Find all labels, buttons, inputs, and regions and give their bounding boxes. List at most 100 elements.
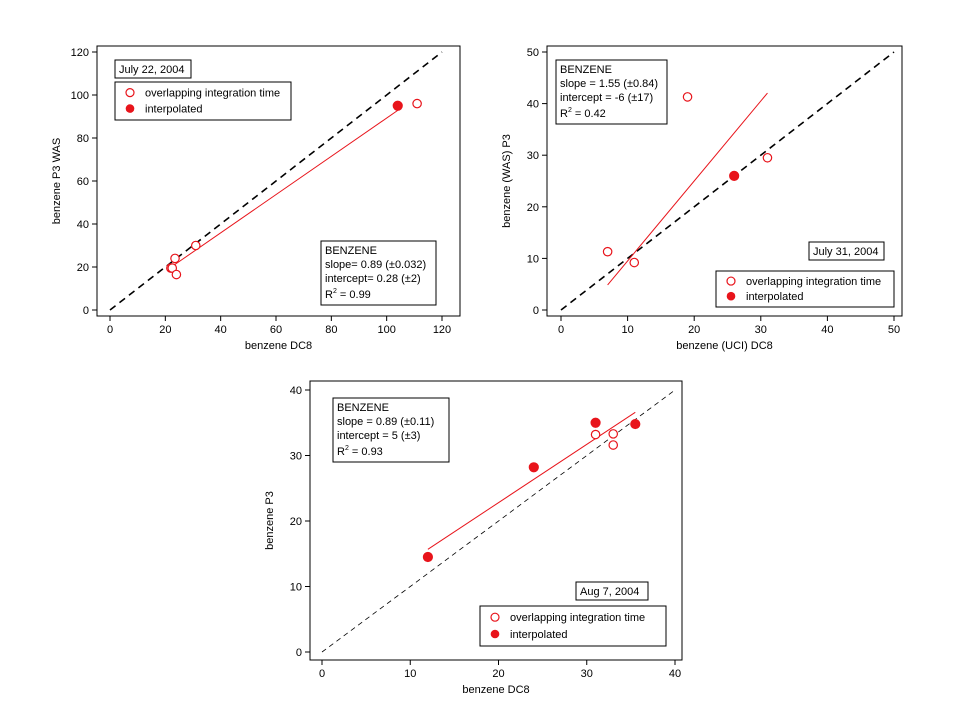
- y-tick-label: 30: [527, 150, 539, 162]
- x-tick-label: 100: [377, 324, 395, 336]
- y-tick-label: 80: [77, 133, 89, 145]
- y-tick-label: 0: [296, 647, 302, 659]
- stats-box: [555, 59, 668, 125]
- data-point-open: [629, 257, 640, 268]
- y-tick-label: 40: [527, 99, 539, 111]
- y-tick-label: 50: [527, 47, 539, 59]
- x-tick-label: 80: [325, 324, 337, 336]
- stats-r2: R2 = 0.99: [325, 288, 371, 301]
- x-axis-label: benzene (UCI) DC8: [676, 340, 773, 352]
- data-point-open: [170, 253, 180, 264]
- legend-filled-marker: [726, 291, 736, 301]
- y-tick-label: 40: [290, 385, 302, 397]
- x-tick-label: 60: [270, 324, 282, 336]
- y-tick-label: 0: [533, 305, 539, 317]
- data-point-open: [762, 152, 773, 163]
- legend-filled-marker: [125, 104, 135, 113]
- x-tick-label: 20: [688, 324, 700, 336]
- data-point-open: [602, 246, 613, 257]
- one-to-one-line: [321, 389, 676, 653]
- legend-open-label: overlapping integration time: [746, 276, 881, 288]
- data-point-filled: [528, 462, 539, 473]
- y-tick-label: 30: [290, 451, 302, 463]
- y-tick-label: 100: [71, 90, 89, 102]
- stats-r2: R2 = 0.93: [337, 445, 383, 458]
- data-point-filled: [392, 100, 403, 111]
- data-point-open: [412, 98, 422, 109]
- x-tick-label: 30: [581, 668, 593, 680]
- x-axis-label: benzene DC8: [462, 684, 529, 696]
- x-tick-label: 50: [888, 324, 900, 336]
- x-tick-label: 10: [621, 324, 633, 336]
- chart-panel-1: 0 20 40 60 80 100 120 0 20 40 60 80 100 120 benzene DC…: [51, 45, 461, 352]
- y-tick-label: 20: [77, 262, 89, 274]
- x-tick-label: 0: [107, 324, 113, 336]
- stats-r2: R2 = 0.42: [560, 107, 606, 120]
- one-to-one-line: [109, 51, 443, 311]
- date-box: [575, 581, 649, 601]
- x-tick-label: 40: [669, 668, 681, 680]
- legend-open-marker: [490, 612, 500, 622]
- x-axis-label: benzene DC8: [245, 340, 312, 352]
- legend-filled-label: interpolated: [746, 291, 804, 303]
- data-point-open: [608, 440, 619, 450]
- x-tick-label: 0: [319, 668, 325, 680]
- stats-box: [320, 240, 437, 306]
- one-to-one-line: [560, 51, 895, 311]
- y-tick-label: 60: [77, 176, 89, 188]
- stats-intercept: intercept = 5 (±3): [337, 430, 420, 442]
- date-label: July 31, 2004: [813, 246, 878, 258]
- data-point-open: [608, 429, 619, 439]
- legend-box: [114, 81, 292, 121]
- plot-frame: [546, 45, 903, 317]
- x-tick-label: 30: [755, 324, 767, 336]
- stats-title: BENZENE: [337, 402, 389, 414]
- y-tick-label: 40: [77, 219, 89, 231]
- y-tick-label: 120: [71, 47, 89, 59]
- x-tick-label: 0: [558, 324, 564, 336]
- x-tick-label: 40: [215, 324, 227, 336]
- x-tick-label: 40: [821, 324, 833, 336]
- legend-open-label: overlapping integration time: [510, 612, 645, 624]
- data-point-open: [590, 429, 601, 440]
- x-tick-label: 20: [159, 324, 171, 336]
- stats-box: [332, 397, 450, 463]
- date-label: Aug 7, 2004: [580, 586, 639, 598]
- legend-box: [715, 270, 895, 308]
- stats-intercept: intercept= 0.28 (±2): [325, 273, 421, 285]
- data-point-filled: [630, 418, 641, 430]
- stats-title: BENZENE: [560, 64, 612, 76]
- y-axis-label: benzene P3 WAS: [51, 138, 63, 224]
- legend-filled-marker: [490, 629, 500, 639]
- y-axis-label: benzene (WAS) P3: [501, 134, 513, 228]
- stats-slope: slope = 1.55 (±0.84): [560, 78, 658, 90]
- regression-line: [427, 411, 636, 550]
- regression-line: [173, 109, 399, 266]
- legend-filled-label: interpolated: [145, 104, 203, 116]
- regression-line: [607, 92, 768, 286]
- date-label: July 22, 2004: [119, 64, 184, 76]
- data-point-filled: [422, 551, 433, 563]
- x-tick-label: 20: [492, 668, 504, 680]
- y-tick-label: 10: [527, 253, 539, 265]
- y-axis-label: benzene P3: [264, 491, 276, 550]
- date-box: [808, 241, 885, 261]
- y-tick-label: 0: [83, 305, 89, 317]
- stats-slope: slope = 0.89 (±0.11): [337, 416, 434, 428]
- stats-slope: slope= 0.89 (±0.032): [325, 259, 426, 271]
- data-point-filled: [590, 417, 601, 428]
- data-point-open: [682, 92, 693, 102]
- stats-title: BENZENE: [325, 245, 377, 257]
- data-point-open: [190, 240, 201, 251]
- chart-panel-2: 0 10 20 30 40 50 0 10 20 30 40 50 benzene (UCI) DC8 b…: [501, 45, 903, 352]
- data-point-open: [171, 269, 182, 280]
- y-tick-label: 20: [527, 202, 539, 214]
- stats-intercept: intercept = -6 (±17): [560, 92, 653, 104]
- legend-open-marker: [125, 88, 135, 98]
- legend-open-label: overlapping integration time: [145, 88, 280, 100]
- y-tick-label: 20: [290, 516, 302, 528]
- y-tick-label: 10: [290, 582, 302, 594]
- data-point-filled: [729, 170, 740, 181]
- x-tick-label: 10: [404, 668, 416, 680]
